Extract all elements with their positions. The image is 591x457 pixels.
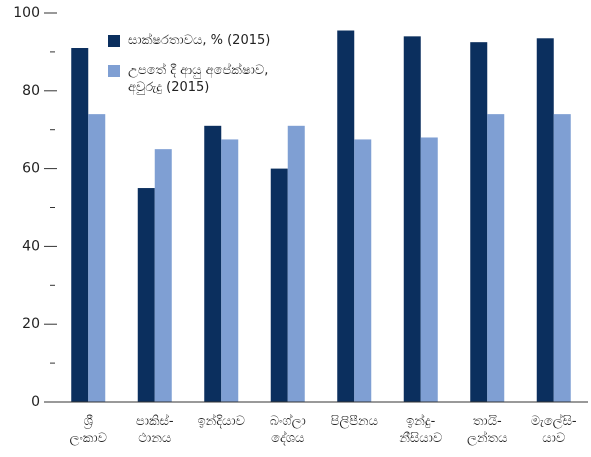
x-tick-label: බංග්ලා දේශය: [269, 414, 306, 446]
y-tick-label: 40: [22, 238, 40, 254]
x-tick-label: පාකිස්- ථානය: [135, 414, 174, 446]
bar: [403, 36, 421, 403]
legend-label: සාක්ෂරතාවය, % (2015): [128, 33, 271, 48]
bar: [88, 114, 106, 402]
bar: [337, 30, 355, 402]
legend-swatch: [108, 35, 120, 47]
bar: [470, 42, 488, 403]
bar: [553, 114, 571, 402]
y-tick-label: 100: [13, 5, 40, 21]
bar: [287, 125, 305, 402]
bar: [137, 188, 155, 402]
y-tick-label: 20: [22, 316, 40, 332]
y-tick-label: 80: [22, 83, 40, 99]
bar: [204, 125, 222, 402]
x-tick-label: පිලිපීනය: [330, 414, 378, 429]
x-tick-label: මැලේසි- යාව: [530, 414, 577, 446]
legend-swatch: [108, 65, 120, 77]
legend-label: උපතේ දී ආයු අපේක්ෂාව, අවුරුදු (2015): [128, 63, 269, 95]
x-tick-label: ඉන්දු- නීසියාව: [399, 414, 443, 446]
bar: [270, 168, 288, 402]
y-tick-label: 0: [31, 394, 40, 410]
bar: [71, 48, 89, 402]
bar: [354, 139, 372, 403]
bar: [420, 137, 438, 403]
x-tick-label: ඉන්දියාව: [197, 414, 245, 429]
bar: [487, 114, 505, 402]
y-tick-label: 60: [22, 161, 40, 177]
bar: [536, 38, 554, 402]
x-tick-label: ශ්‍රී ලංකාව: [69, 414, 107, 446]
bar: [221, 139, 239, 403]
bar: [154, 149, 172, 402]
x-tick-label: තායි- ලන්තය: [467, 414, 508, 446]
